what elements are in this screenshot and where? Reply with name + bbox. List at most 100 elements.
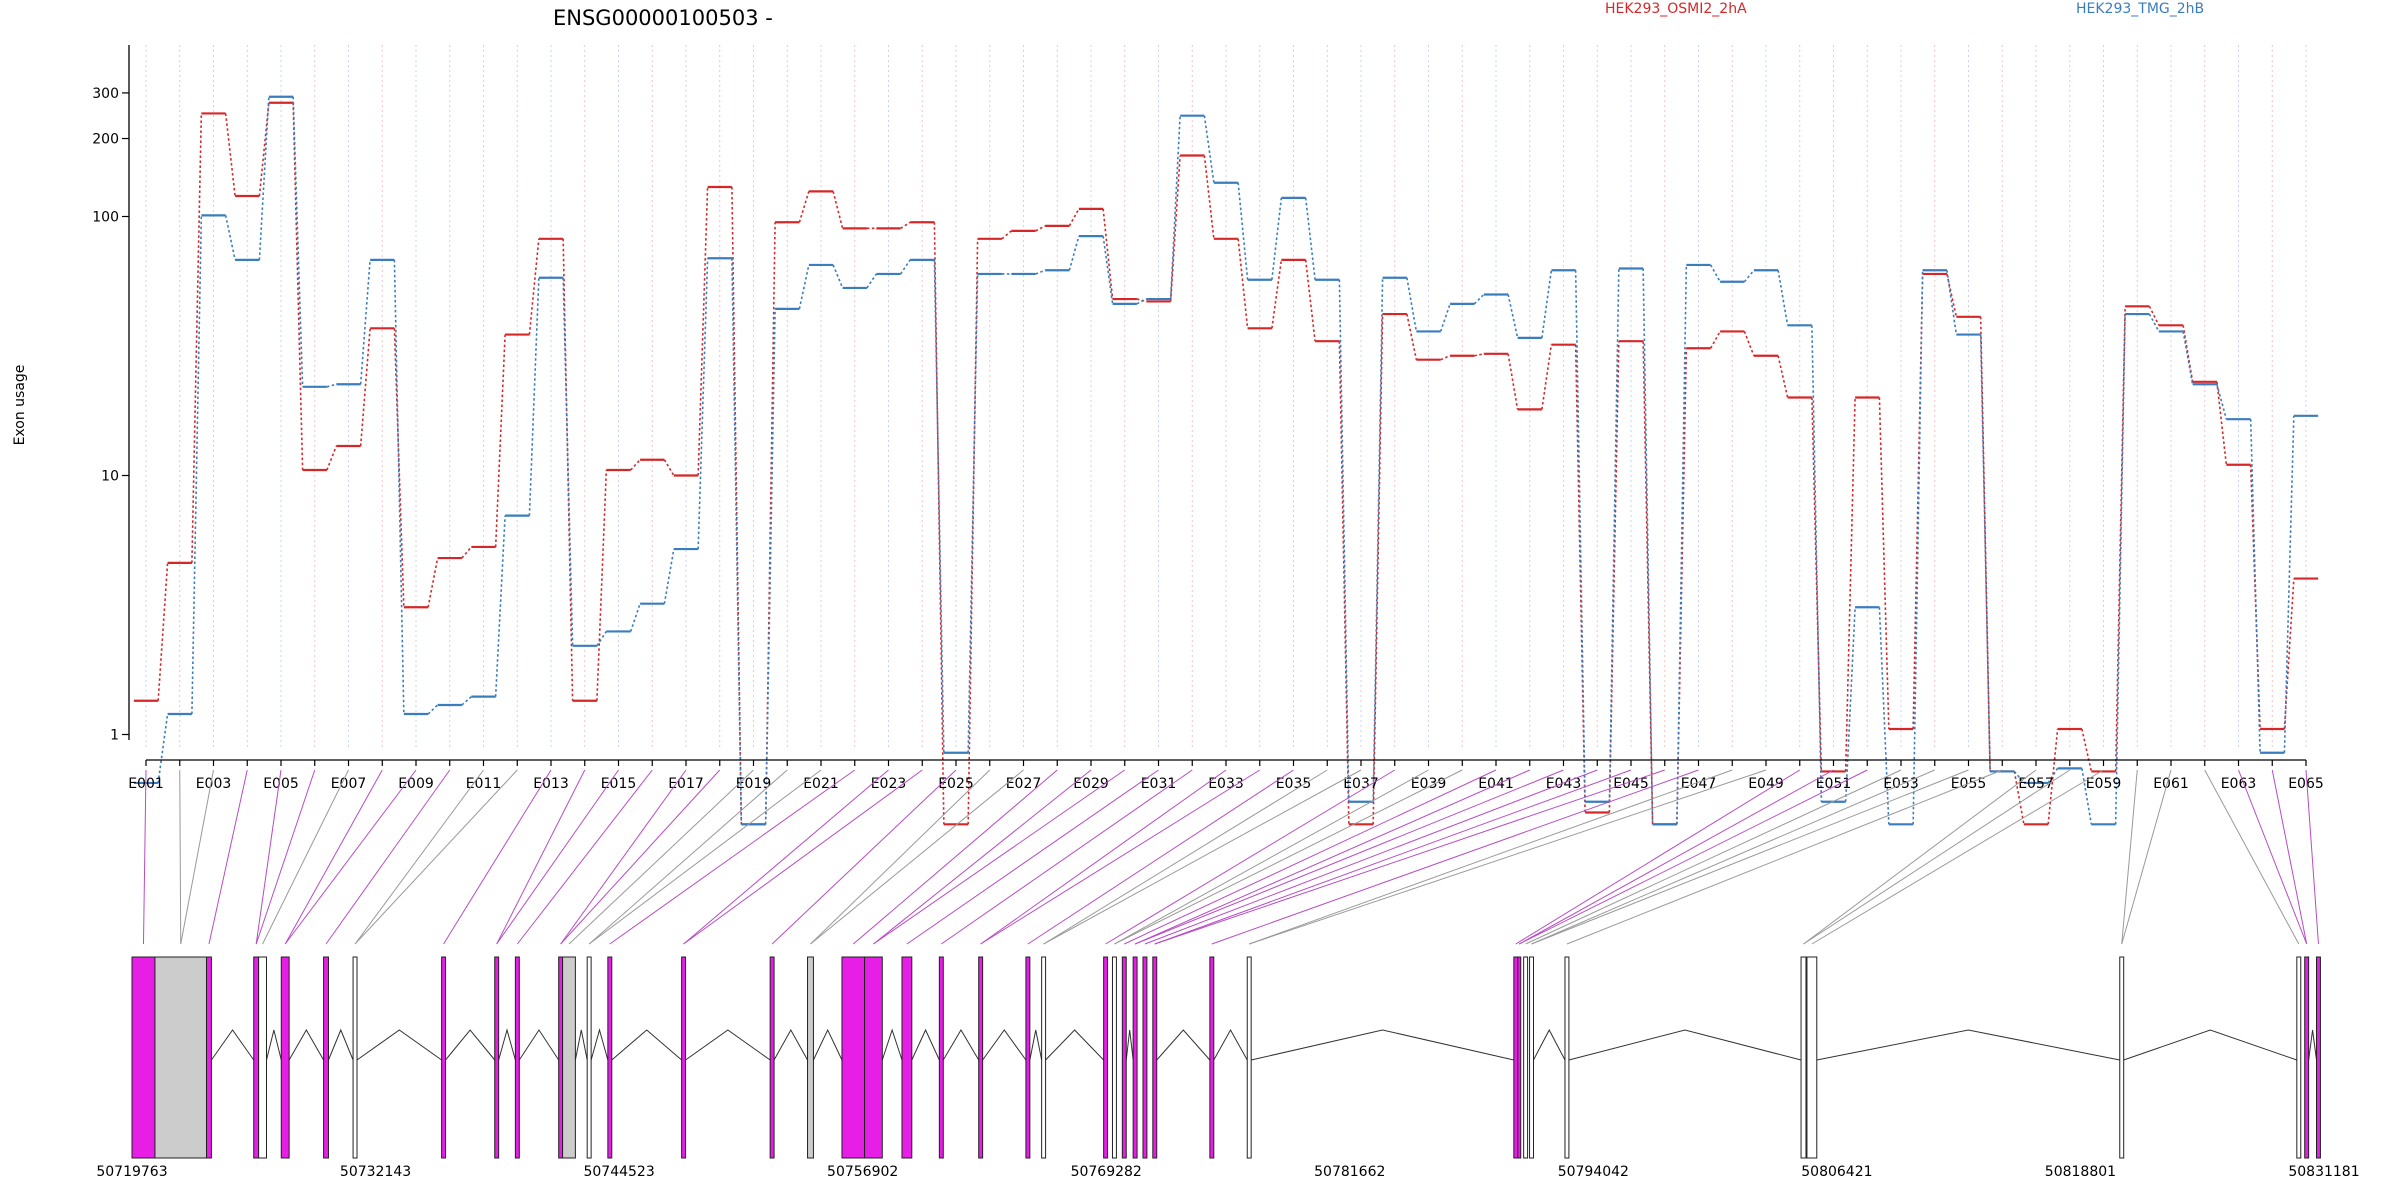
exon-connector-line <box>1134 769 1530 945</box>
x-tick-label: E041 <box>1478 776 1514 792</box>
genome-coordinate-label: 50744523 <box>583 1164 654 1180</box>
chart-title: ENSG00000100503 - <box>553 6 773 30</box>
exon-connector-line <box>1211 769 1699 945</box>
intron-line <box>1156 1029 1211 1061</box>
exon-connector-line <box>1154 769 1632 945</box>
exon-block <box>978 956 984 1159</box>
series-connector-0 <box>157 102 2295 825</box>
exon-connector-line <box>1114 769 1429 945</box>
exon-block <box>864 956 883 1159</box>
y-tick-label: 1 <box>110 728 119 744</box>
exon-connector-line <box>2271 769 2308 945</box>
exon-connector-line <box>284 769 383 945</box>
intron-line <box>1251 1029 1514 1061</box>
exon-block <box>2119 956 2125 1159</box>
genome-coordinate-label: 50818801 <box>2045 1164 2116 1180</box>
legend-entry-osmi2: HEK293_OSMI2_2hA <box>1605 1 1747 17</box>
genome-coordinate-label: 50756902 <box>827 1164 898 1180</box>
exon-connector-line <box>1566 769 2003 945</box>
x-tick-label: E045 <box>1613 776 1649 792</box>
exon-block <box>206 956 212 1159</box>
exon-connector-line <box>1249 769 1767 945</box>
x-tick-label: E003 <box>196 776 232 792</box>
intron-line <box>445 1029 496 1061</box>
x-tick-label: E025 <box>938 776 974 792</box>
exon-block <box>1246 956 1252 1159</box>
exon-block <box>558 956 564 1159</box>
exon-connector-line <box>810 769 991 945</box>
exon-block <box>1564 956 1570 1159</box>
x-tick-label: E017 <box>668 776 704 792</box>
exon-connector-line <box>255 769 316 945</box>
intron-line <box>1045 1029 1104 1061</box>
exon-block <box>1529 956 1534 1159</box>
intron-line <box>982 1029 1027 1061</box>
x-tick-label: E057 <box>2018 776 2054 792</box>
exon-connector-line <box>980 769 1261 945</box>
grid-lines <box>145 45 2307 747</box>
intron-line <box>328 1028 354 1061</box>
exon-connector-line <box>1043 769 1328 945</box>
exon-connector-line <box>568 769 754 945</box>
intron-line <box>498 1028 516 1061</box>
intron-line <box>1125 1029 1134 1061</box>
intron-line <box>211 1029 255 1061</box>
genome-coordinate-label: 50806421 <box>1801 1164 1872 1180</box>
intron-line <box>881 1028 903 1061</box>
exon-connector-line <box>941 769 1193 945</box>
series-lines <box>133 95 2319 826</box>
exon-block <box>1209 956 1215 1159</box>
x-tick-label: E027 <box>1006 776 1042 792</box>
exon-block <box>514 956 520 1159</box>
exon-block <box>352 956 358 1159</box>
x-tick-label: E015 <box>601 776 637 792</box>
exon-block <box>769 956 775 1159</box>
exon-block <box>1513 956 1519 1159</box>
exon-connector-line <box>284 769 417 945</box>
exon-block <box>1121 956 1127 1159</box>
exon-connector-line <box>588 769 788 945</box>
y-tick-label: 200 <box>92 132 119 148</box>
x-tick-label: E037 <box>1343 776 1379 792</box>
genome-coordinate-axis: 50719763 50732143 50744523 50756902 50769282… <box>96 1164 2359 1180</box>
exon-connector-line <box>1027 769 1294 945</box>
exon-connector-line <box>255 769 282 945</box>
x-tick-label: E063 <box>2221 776 2257 792</box>
x-tick-label: E021 <box>803 776 839 792</box>
exon-block <box>562 956 576 1159</box>
exon-connector-line <box>1114 769 1463 945</box>
exon-connector-line <box>980 769 1227 945</box>
exon-connector-line <box>2238 769 2308 945</box>
exon-connector-line <box>208 769 248 945</box>
exon-connector-line <box>873 769 1092 945</box>
exon-connector-line <box>852 769 1058 945</box>
exon-block <box>441 956 447 1159</box>
exon-connector-line <box>1105 769 1396 945</box>
exon-connector-line <box>560 769 687 945</box>
exon-connector-line <box>1525 769 1902 945</box>
exon-connector-line <box>1515 769 1801 945</box>
x-tick-label: E031 <box>1141 776 1177 792</box>
genome-coordinate-label: 50831181 <box>2288 1164 2359 1180</box>
exon-connector-line <box>873 769 1126 945</box>
exon-connector-line <box>1154 769 1665 945</box>
exon-connector-line <box>1249 769 1733 945</box>
exon-connector-line <box>2305 769 2319 945</box>
exon-block <box>280 956 290 1159</box>
exon-connector-line <box>180 769 214 945</box>
exon-connector-line <box>354 769 484 945</box>
exon-connector-line <box>906 769 1159 945</box>
intron-line <box>518 1029 560 1061</box>
intron-line <box>773 1028 808 1061</box>
intron-line <box>812 1028 843 1061</box>
exon-block <box>253 956 260 1159</box>
exon-block <box>1111 956 1117 1159</box>
exon-block <box>1132 956 1138 1159</box>
exon-block <box>1152 956 1158 1159</box>
legend-entry-tmg: HEK293_TMG_2hB <box>2076 1 2204 17</box>
exon-block <box>258 956 268 1159</box>
exon-connector-line <box>262 769 349 945</box>
exon-connector-line <box>1519 769 1868 945</box>
exon-connector-line <box>516 769 653 945</box>
